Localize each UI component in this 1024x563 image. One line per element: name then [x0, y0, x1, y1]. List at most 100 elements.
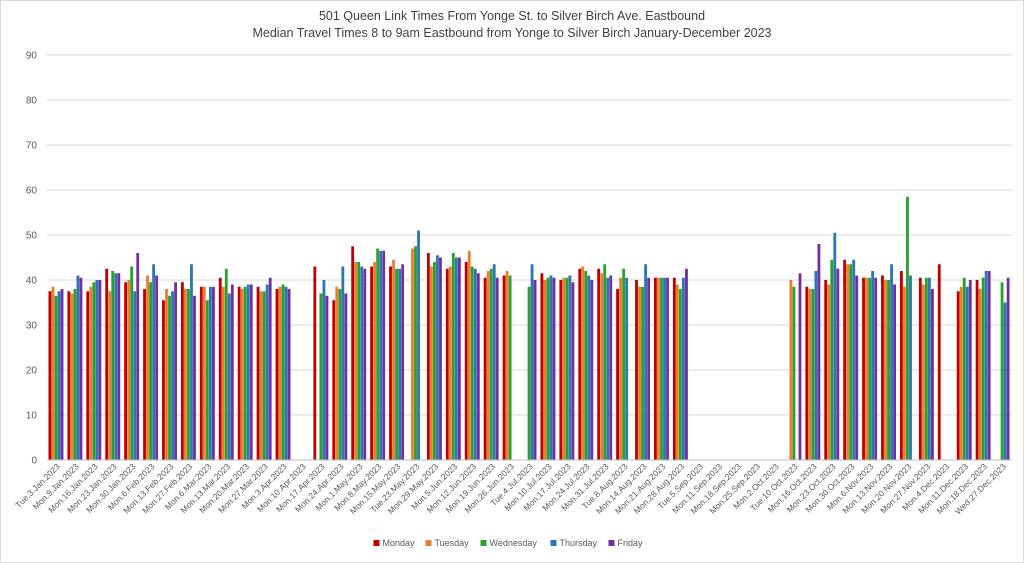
bar-wednesday-4 — [130, 266, 134, 460]
bar-monday-7 — [180, 282, 184, 460]
bar-monday-44 — [881, 275, 884, 460]
bar-wednesday-29 — [603, 264, 607, 460]
bar-thursday-46 — [927, 277, 931, 460]
bar-tuesday-42 — [846, 264, 850, 460]
bar-wednesday-6 — [168, 295, 171, 460]
bar-monday-9 — [218, 277, 222, 460]
bar-friday-31 — [647, 277, 651, 460]
bar-monday-47 — [937, 264, 941, 460]
bar-thursday-44 — [890, 264, 893, 460]
bar-wednesday-45 — [906, 196, 909, 460]
bar-wednesday-14 — [319, 293, 323, 460]
bar-monday-16 — [351, 246, 355, 460]
bar-thursday-40 — [814, 271, 818, 460]
bar-monday-26 — [540, 273, 544, 460]
bar-tuesday-41 — [827, 284, 831, 460]
bar-thursday-50 — [1003, 302, 1007, 460]
bar-thursday-21 — [454, 257, 458, 460]
bar-friday-6 — [174, 282, 177, 460]
bar-monday-23 — [483, 277, 487, 460]
bar-wednesday-10 — [243, 286, 247, 460]
bar-friday-49 — [987, 271, 991, 460]
bar-thursday-10 — [246, 284, 250, 460]
bar-tuesday-22 — [467, 250, 471, 460]
bar-monday-49 — [975, 280, 979, 460]
bar-monday-2 — [86, 291, 90, 460]
bar-monday-46 — [918, 277, 922, 460]
bar-wednesday-8 — [205, 300, 209, 460]
bar-friday-1 — [79, 277, 83, 460]
y-tick-label: 20 — [26, 366, 38, 377]
bar-monday-8 — [199, 286, 203, 460]
bar-friday-7 — [193, 295, 196, 460]
bar-tuesday-15 — [335, 286, 339, 460]
bar-monday-6 — [162, 300, 165, 460]
bar-wednesday-19 — [414, 246, 417, 460]
bar-thursday-30 — [625, 277, 629, 460]
bar-thursday-25 — [530, 264, 534, 460]
bar-wednesday-28 — [584, 271, 588, 460]
bar-monday-10 — [237, 286, 241, 460]
bar-thursday-18 — [398, 268, 402, 460]
bar-monday-32 — [654, 277, 657, 460]
bar-wednesday-43 — [868, 277, 872, 460]
bar-friday-12 — [287, 289, 291, 460]
bar-tuesday-45 — [903, 286, 906, 460]
bar-friday-21 — [457, 257, 461, 460]
bar-thursday-33 — [682, 277, 685, 460]
bar-friday-41 — [836, 268, 840, 460]
bar-monday-42 — [843, 259, 847, 460]
bar-tuesday-1 — [70, 293, 74, 460]
bar-friday-22 — [476, 273, 480, 460]
bar-monday-21 — [445, 268, 449, 460]
bar-wednesday-16 — [357, 262, 361, 460]
bar-thursday-31 — [644, 264, 647, 460]
bar-tuesday-48 — [959, 286, 963, 460]
bar-wednesday-17 — [376, 248, 380, 460]
bar-thursday-49 — [984, 271, 988, 460]
bar-monday-28 — [578, 268, 582, 460]
bar-friday-33 — [685, 268, 688, 460]
bar-wednesday-26 — [546, 277, 550, 460]
bar-tuesday-43 — [865, 277, 868, 460]
bar-tuesday-7 — [183, 289, 187, 460]
bar-friday-23 — [495, 277, 499, 460]
bar-tuesday-19 — [411, 248, 414, 460]
bar-thursday-7 — [190, 264, 193, 460]
bar-thursday-2 — [95, 280, 99, 460]
bar-friday-32 — [666, 277, 669, 460]
bar-friday-50 — [1006, 277, 1010, 460]
bar-tuesday-28 — [581, 266, 585, 460]
bar-friday-42 — [855, 275, 859, 460]
bar-friday-5 — [155, 275, 159, 460]
bar-friday-27 — [571, 282, 575, 460]
bar-monday-43 — [862, 277, 865, 460]
bar-monday-17 — [370, 266, 374, 460]
bars — [48, 196, 1010, 460]
bar-tuesday-29 — [600, 273, 604, 460]
bar-tuesday-11 — [259, 291, 263, 460]
bar-monday-48 — [956, 291, 960, 460]
bar-friday-26 — [552, 277, 556, 460]
bar-thursday-5 — [152, 264, 156, 460]
bar-friday-10 — [249, 284, 253, 460]
bar-friday-4 — [136, 253, 140, 460]
bar-wednesday-2 — [92, 282, 96, 460]
bar-monday-33 — [672, 277, 676, 460]
bar-wednesday-0 — [54, 295, 58, 460]
bar-friday-0 — [60, 289, 64, 460]
bar-thursday-17 — [379, 250, 383, 460]
bar-wednesday-22 — [470, 266, 474, 460]
bar-tuesday-3 — [108, 291, 112, 460]
bar-tuesday-9 — [221, 286, 225, 460]
bar-wednesday-40 — [811, 289, 815, 460]
bar-friday-40 — [817, 244, 821, 460]
bar-thursday-19 — [417, 230, 420, 460]
bar-tuesday-5 — [146, 275, 149, 460]
bar-tuesday-12 — [278, 286, 282, 460]
bar-monday-27 — [559, 280, 563, 460]
bar-tuesday-6 — [165, 289, 168, 460]
bar-wednesday-23 — [489, 268, 493, 460]
legend: Monday Tuesday Wednesday Thursday Friday — [373, 538, 643, 548]
bar-monday-30 — [616, 289, 619, 460]
